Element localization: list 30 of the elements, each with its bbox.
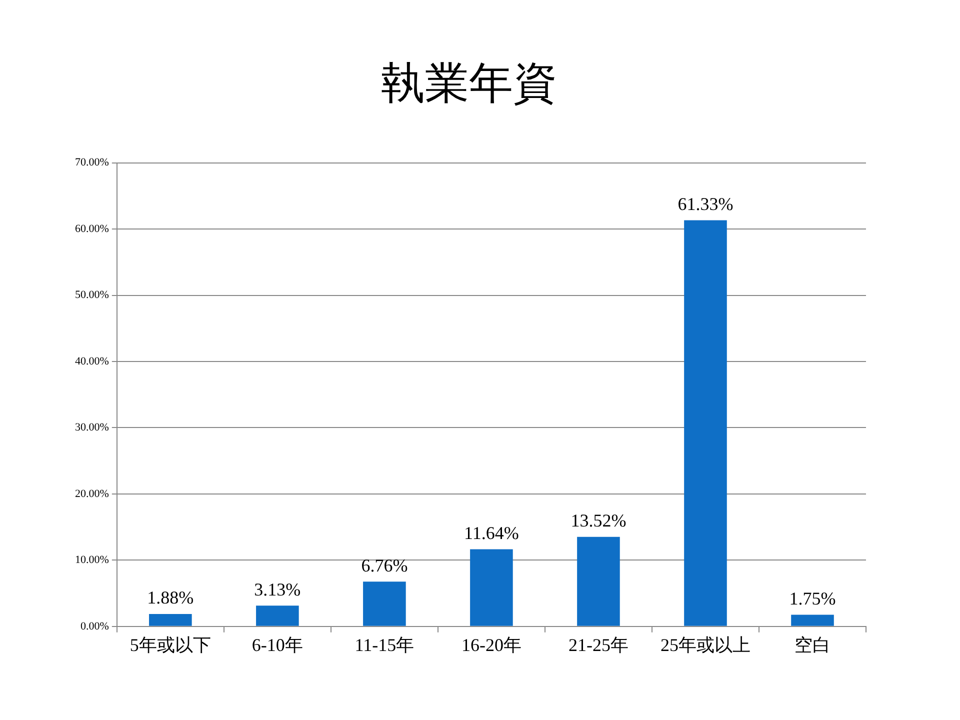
- y-tick-label: 60.00%: [74, 222, 109, 235]
- data-label: 3.13%: [254, 579, 301, 600]
- y-tick-label: 20.00%: [74, 488, 109, 500]
- data-label: 1.75%: [789, 588, 836, 609]
- x-tick-label: 5年或以下: [130, 634, 211, 655]
- y-tick-label: 50.00%: [74, 289, 109, 302]
- y-tick-label: 10.00%: [74, 554, 109, 566]
- data-label: 1.88%: [147, 588, 194, 608]
- data-label: 6.76%: [361, 555, 408, 576]
- y-tick-label: 40.00%: [74, 355, 109, 368]
- y-tick-label: 70.00%: [74, 156, 109, 169]
- bar: [577, 536, 620, 626]
- data-label: 11.64%: [464, 523, 519, 544]
- x-tick-label: 空白: [794, 634, 830, 655]
- x-tick-label: 11-15年: [354, 634, 414, 655]
- x-tick-label: 25年或以上: [660, 634, 750, 655]
- chart-title: 執業年資: [381, 58, 557, 108]
- bar: [684, 220, 727, 626]
- data-label: 13.52%: [570, 510, 626, 531]
- bar: [256, 606, 299, 626]
- bar: [470, 549, 513, 626]
- bar: [363, 582, 406, 626]
- x-tick-label: 16-20年: [461, 634, 522, 655]
- x-tick-label: 21-25年: [568, 634, 628, 655]
- y-tick-label: 30.00%: [74, 422, 109, 434]
- bar: [791, 614, 834, 626]
- bar: [149, 614, 192, 626]
- data-label: 61.33%: [678, 194, 734, 214]
- y-tick-label: 0.00%: [80, 620, 109, 632]
- x-tick-label: 6-10年: [252, 634, 303, 655]
